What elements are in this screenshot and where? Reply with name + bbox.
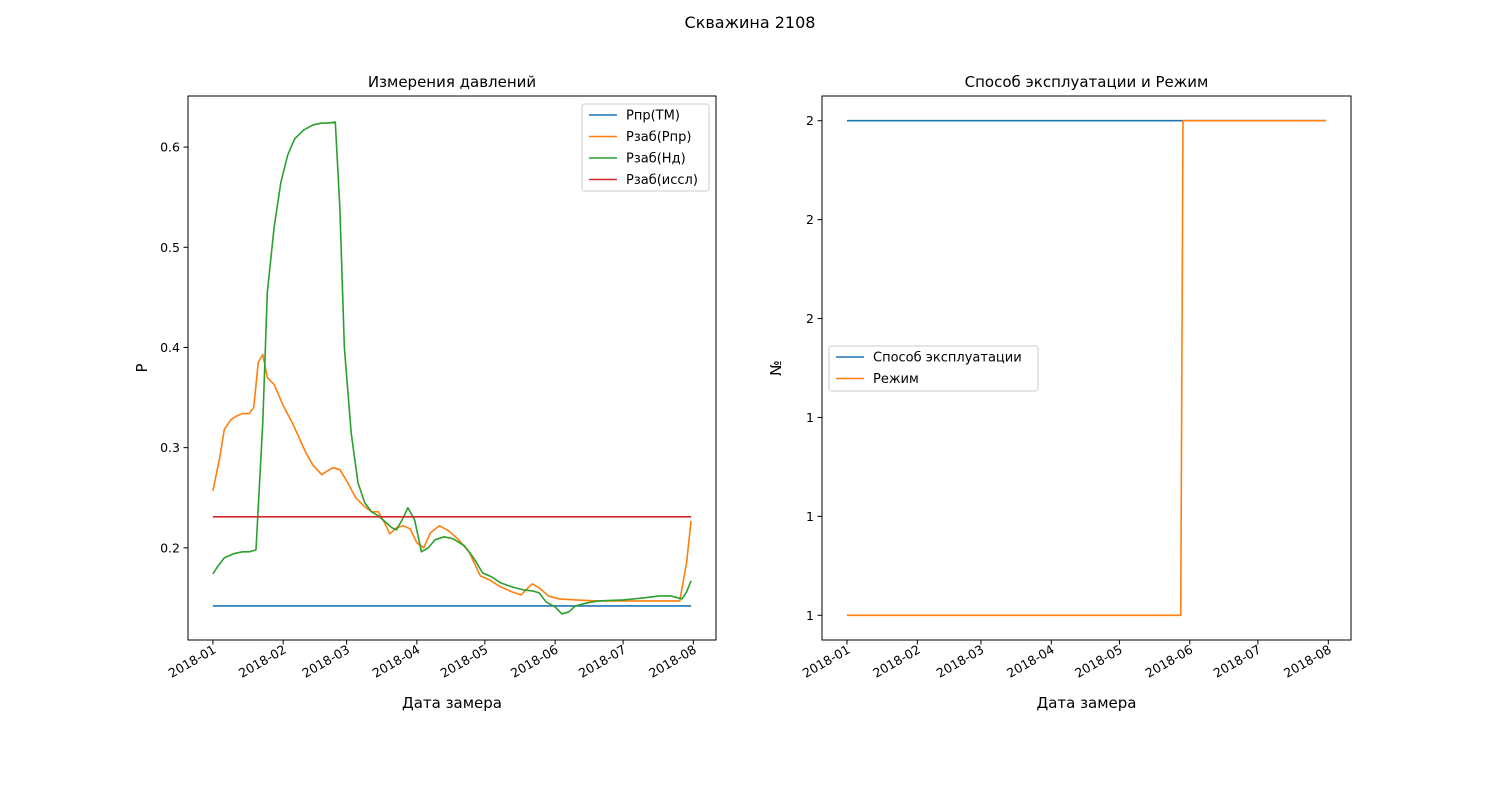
figure-suptitle: Скважина 2108 bbox=[685, 13, 816, 32]
legend-label: Рзаб(Рпр) bbox=[626, 130, 691, 145]
x-tick: 2018-06 bbox=[1143, 640, 1196, 681]
x-tick: 2018-07 bbox=[1211, 640, 1264, 681]
axes-frame bbox=[187, 95, 717, 641]
y-tick-label: 0.5 bbox=[160, 240, 180, 255]
y-tick-label: 2 bbox=[806, 311, 814, 326]
x-tick: 2018-05 bbox=[1072, 640, 1125, 681]
y-tick: 2 bbox=[806, 113, 822, 128]
y-tick-label: 2 bbox=[806, 212, 814, 227]
axes-frame bbox=[821, 95, 1352, 641]
y-tick: 1 bbox=[806, 509, 822, 524]
legend-item: Рпр(ТМ) bbox=[589, 109, 680, 124]
x-tick-label: 2018-06 bbox=[508, 642, 561, 681]
y-axis-label: № bbox=[767, 360, 785, 376]
x-axis-label: Дата замера bbox=[1036, 694, 1136, 712]
legend-label: Рзаб(иссл) bbox=[626, 173, 698, 188]
y-tick: 1 bbox=[806, 410, 822, 425]
x-tick-label: 2018-03 bbox=[299, 642, 352, 681]
chart-title: Способ эксплуатации и Режим bbox=[965, 73, 1209, 91]
y-tick-label: 0.2 bbox=[160, 540, 180, 555]
legend-item: Рзаб(Рпр) bbox=[589, 130, 691, 145]
x-tick-label: 2018-05 bbox=[1072, 642, 1125, 681]
legend-item: Режим bbox=[836, 372, 919, 387]
legend-label: Рпр(ТМ) bbox=[626, 109, 680, 124]
y-tick: 0.3 bbox=[160, 440, 188, 455]
legend-item: Рзаб(иссл) bbox=[589, 173, 698, 188]
y-tick-label: 1 bbox=[806, 410, 814, 425]
x-tick: 2018-08 bbox=[646, 640, 699, 681]
x-tick: 2018-03 bbox=[934, 640, 987, 681]
series-line-2 bbox=[212, 121, 692, 615]
x-tick: 2018-05 bbox=[438, 640, 491, 681]
x-tick-label: 2018-06 bbox=[1143, 642, 1196, 681]
x-tick: 2018-01 bbox=[166, 640, 219, 681]
x-tick-label: 2018-02 bbox=[236, 642, 289, 681]
x-tick-label: 2018-01 bbox=[800, 642, 853, 681]
x-tick-label: 2018-04 bbox=[370, 642, 423, 681]
y-tick-label: 0.6 bbox=[160, 140, 180, 155]
x-tick: 2018-03 bbox=[299, 640, 352, 681]
x-tick-label: 2018-08 bbox=[1281, 642, 1334, 681]
legend-item: Способ эксплуатации bbox=[836, 351, 1022, 366]
legend-item: Рзаб(Нд) bbox=[589, 152, 686, 167]
y-tick-label: 0.4 bbox=[160, 340, 180, 355]
x-tick-label: 2018-04 bbox=[1004, 642, 1057, 681]
y-tick: 2 bbox=[806, 311, 822, 326]
legend-label: Способ эксплуатации bbox=[873, 351, 1022, 366]
y-tick-label: 1 bbox=[806, 509, 814, 524]
x-tick-label: 2018-01 bbox=[166, 642, 219, 681]
y-tick: 0.4 bbox=[160, 340, 188, 355]
mode-chart: Способ эксплуатации и Режим 2018-01 2018-0… bbox=[767, 73, 1352, 712]
x-tick: 2018-08 bbox=[1281, 640, 1334, 681]
x-tick: 2018-04 bbox=[1004, 640, 1057, 681]
legend-box bbox=[828, 345, 1039, 392]
y-tick-label: 0.3 bbox=[160, 440, 180, 455]
x-tick: 2018-06 bbox=[508, 640, 561, 681]
x-tick: 2018-02 bbox=[236, 640, 289, 681]
legend: Способ эксплуатации Режим bbox=[828, 345, 1039, 392]
x-axis-label: Дата замера bbox=[402, 694, 502, 712]
legend-box bbox=[581, 103, 710, 192]
y-tick-label: 2 bbox=[806, 113, 814, 128]
y-tick: 0.2 bbox=[160, 540, 188, 555]
y-tick-label: 1 bbox=[806, 608, 814, 623]
series-line-1 bbox=[212, 353, 692, 602]
legend: Рпр(ТМ) Рзаб(Рпр) Рзаб(Нд) Рзаб(иссл) bbox=[581, 103, 710, 192]
x-tick: 2018-04 bbox=[370, 640, 423, 681]
x-tick-label: 2018-03 bbox=[934, 642, 987, 681]
pressure-chart: Измерения давлений 2018-01 2018-02 2018-03 2… bbox=[133, 73, 717, 712]
x-tick-label: 2018-05 bbox=[438, 642, 491, 681]
x-tick-label: 2018-08 bbox=[646, 642, 699, 681]
x-tick: 2018-02 bbox=[870, 640, 923, 681]
x-tick-label: 2018-02 bbox=[870, 642, 923, 681]
y-tick: 0.5 bbox=[160, 240, 188, 255]
x-tick-label: 2018-07 bbox=[1211, 642, 1264, 681]
x-tick: 2018-07 bbox=[576, 640, 629, 681]
y-tick: 0.6 bbox=[160, 140, 188, 155]
legend-label: Рзаб(Нд) bbox=[626, 152, 686, 167]
legend-label: Режим bbox=[873, 372, 919, 387]
y-tick: 1 bbox=[806, 608, 822, 623]
y-axis-label: P bbox=[133, 363, 151, 372]
x-tick: 2018-01 bbox=[800, 640, 853, 681]
x-tick-label: 2018-07 bbox=[576, 642, 629, 681]
y-tick: 2 bbox=[806, 212, 822, 227]
chart-title: Измерения давлений bbox=[368, 73, 536, 91]
series-line-1 bbox=[846, 119, 1327, 617]
